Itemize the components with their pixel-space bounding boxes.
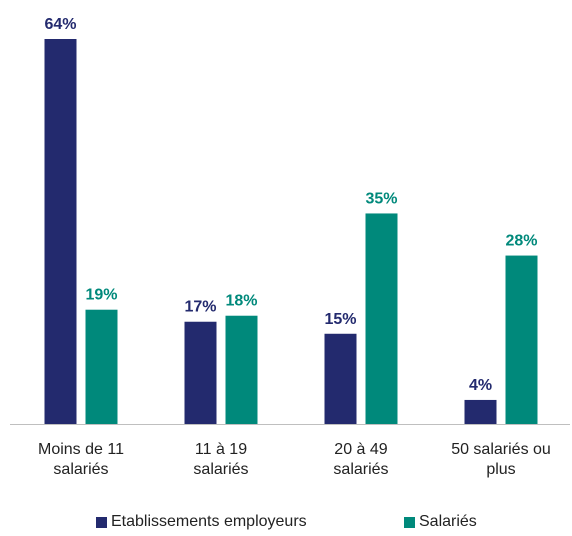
legend-item: Salariés xyxy=(404,512,477,532)
legend-item: Etablissements employeurs xyxy=(96,512,307,532)
data-label: 19% xyxy=(85,287,117,304)
bar xyxy=(365,213,398,424)
bar xyxy=(184,321,217,424)
x-tick-label: 11 à 19 salariés xyxy=(193,441,249,478)
data-label: 4% xyxy=(469,377,492,394)
data-label: 35% xyxy=(365,190,397,207)
legend-swatch xyxy=(96,516,107,528)
bar xyxy=(85,309,118,424)
bar xyxy=(324,333,357,424)
legend-label: Etablissements employeurs xyxy=(111,513,307,530)
bar xyxy=(225,315,258,424)
legend-swatch xyxy=(404,516,415,528)
data-label: 64% xyxy=(44,16,76,33)
bar xyxy=(505,255,538,424)
data-label: 15% xyxy=(324,311,356,328)
bar xyxy=(44,39,77,424)
x-tick-label: 50 salariés ou plus xyxy=(451,441,551,478)
x-tick-label: 20 à 49 salariés xyxy=(333,441,389,478)
x-tick-label: Moins de 11 salariés xyxy=(38,441,124,478)
data-label: 17% xyxy=(184,299,216,316)
data-label: 28% xyxy=(505,233,537,250)
legend-label: Salariés xyxy=(419,513,477,530)
data-label: 18% xyxy=(225,293,257,310)
bar xyxy=(464,399,497,424)
